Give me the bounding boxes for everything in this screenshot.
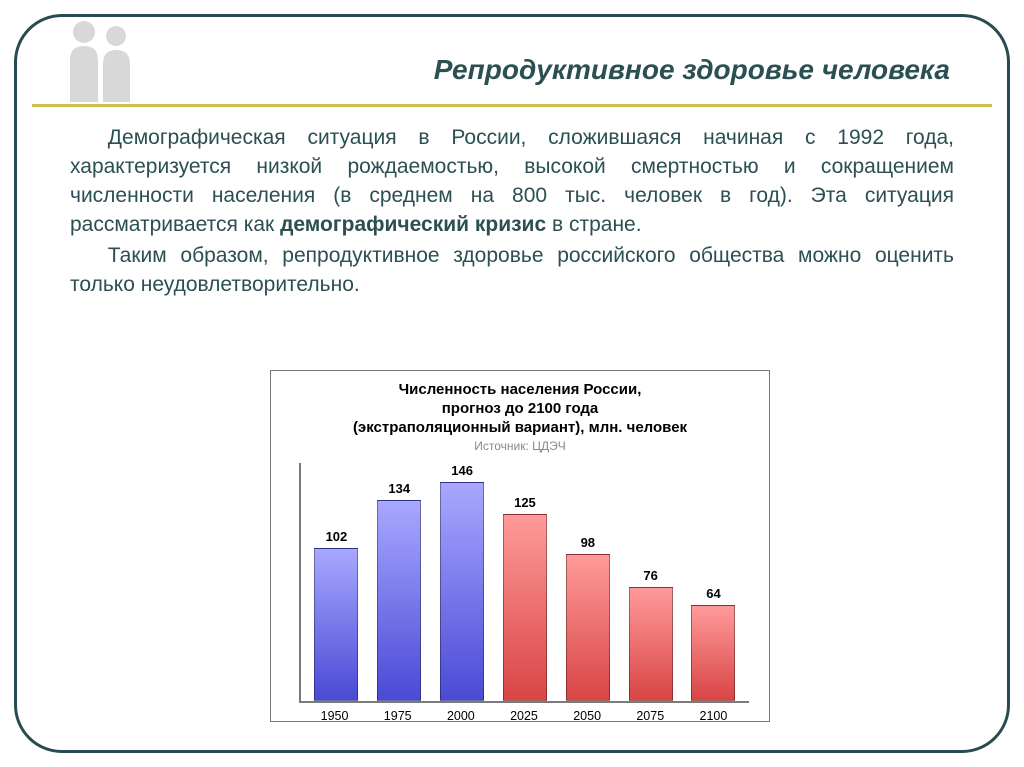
x-axis: 1950 1975 2000 2025 2050 2075 2100 <box>299 709 749 723</box>
bar <box>566 554 610 701</box>
bars-container: 102 134 146 125 98 76 64 <box>301 463 749 701</box>
header: Репродуктивное здоровье человека <box>14 20 1010 100</box>
population-chart: Численность населения России, прогноз до… <box>270 370 770 722</box>
bar-wrap: 125 <box>499 495 551 702</box>
body-text: Демографическая ситуация в России, сложи… <box>70 124 954 302</box>
bar-value-label: 134 <box>388 481 410 496</box>
x-tick: 2025 <box>498 709 550 723</box>
p1-post: в стране. <box>546 213 641 236</box>
x-tick: 2100 <box>687 709 739 723</box>
p1-bold: демографический кризис <box>280 213 546 236</box>
bar <box>377 500 421 701</box>
x-tick: 1975 <box>372 709 424 723</box>
bar-value-label: 125 <box>514 495 536 510</box>
bar-value-label: 102 <box>326 529 348 544</box>
chart-subtitle: Источник: ЦДЭЧ <box>271 439 769 453</box>
x-tick: 2075 <box>624 709 676 723</box>
bar-wrap: 76 <box>625 568 677 701</box>
bar-wrap: 134 <box>373 481 425 701</box>
people-silhouette-icon <box>48 14 158 104</box>
bar <box>440 482 484 701</box>
bar <box>503 514 547 702</box>
x-tick: 2050 <box>561 709 613 723</box>
bar-value-label: 98 <box>581 535 595 550</box>
chart-title: Численность населения России, прогноз до… <box>271 381 769 437</box>
bar-wrap: 64 <box>687 586 739 701</box>
bar-wrap: 98 <box>562 535 614 701</box>
bar-value-label: 64 <box>706 586 720 601</box>
title-underline <box>32 104 992 107</box>
slide-title: Репродуктивное здоровье человека <box>434 54 950 86</box>
bar-wrap: 146 <box>436 463 488 701</box>
paragraph-1: Демографическая ситуация в России, сложи… <box>70 124 954 240</box>
paragraph-2: Таким образом, репродуктивное здоровье р… <box>70 242 954 300</box>
chart-title-line3: (экстраполяционный вариант), млн. челове… <box>271 419 769 438</box>
x-tick: 2000 <box>435 709 487 723</box>
bar <box>691 605 735 701</box>
plot-area: 102 134 146 125 98 76 64 <box>299 463 749 703</box>
bar <box>314 548 358 701</box>
chart-title-line1: Численность населения России, <box>271 381 769 400</box>
x-tick: 1950 <box>309 709 361 723</box>
chart-title-line2: прогноз до 2100 года <box>271 400 769 419</box>
bar <box>629 587 673 701</box>
bar-value-label: 146 <box>451 463 473 478</box>
bar-value-label: 76 <box>643 568 657 583</box>
bar-wrap: 102 <box>310 529 362 701</box>
